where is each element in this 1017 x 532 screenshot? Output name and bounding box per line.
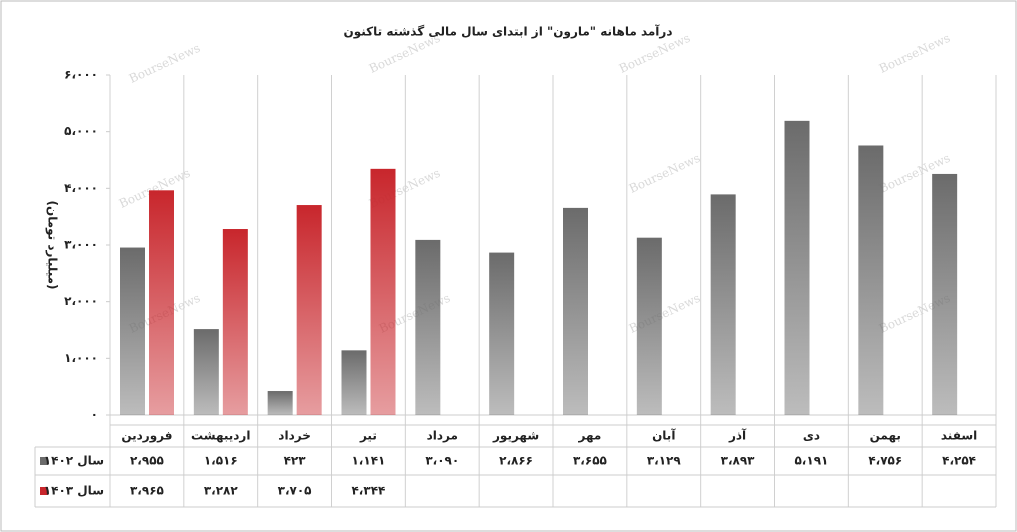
- bar: [370, 168, 396, 415]
- bar: [858, 145, 884, 415]
- value-label: ۳،۲۸۲: [204, 484, 239, 498]
- x-tick-label: آذر: [728, 428, 747, 443]
- value-label: ۴۲۳: [284, 454, 307, 468]
- y-tick-label: ۳،۰۰۰: [64, 238, 98, 252]
- x-tick-label: مهر: [578, 429, 602, 443]
- bar: [296, 205, 322, 415]
- x-tick-label: مرداد: [427, 429, 458, 443]
- x-tick-label: اسفند: [941, 429, 977, 443]
- value-label: ۲،۹۵۵: [130, 454, 164, 468]
- bar: [784, 120, 810, 416]
- value-label: ۳،۹۶۵: [130, 484, 164, 498]
- legend-swatch: [40, 457, 48, 465]
- y-tick-label: ۲،۰۰۰: [64, 294, 98, 308]
- bar: [341, 350, 367, 415]
- value-label: ۴،۷۵۶: [868, 454, 902, 468]
- value-label: ۳،۰۹۰: [425, 454, 459, 468]
- value-label: ۱،۱۴۱: [351, 454, 385, 468]
- x-tick-label: فروردین: [121, 429, 172, 444]
- y-axis-label: (میلیارد تومان): [45, 200, 60, 289]
- chart-title: درآمد ماهانه "مارون" از ابتدای سال مالی …: [344, 24, 673, 40]
- x-tick-label: شهریور: [492, 429, 539, 444]
- x-tick-label: خرداد: [278, 429, 311, 443]
- bar: [193, 329, 219, 415]
- value-label: ۳،۷۰۵: [278, 484, 312, 498]
- bar: [563, 207, 588, 415]
- bar: [415, 239, 441, 415]
- x-tick-label: آبان: [652, 428, 676, 443]
- value-label: ۳،۱۲۹: [647, 454, 682, 468]
- x-tick-label: بهمن: [870, 429, 901, 443]
- bar: [267, 391, 293, 415]
- y-tick-label: ۴،۰۰۰: [64, 181, 98, 195]
- legend-swatch: [40, 487, 48, 495]
- legend-label: سال ۱۴۰۲: [44, 454, 104, 468]
- y-tick-label: ۱،۰۰۰: [64, 351, 98, 365]
- x-tick-label: دی: [803, 429, 820, 443]
- bar: [932, 173, 958, 415]
- y-tick-label: ۵،۰۰۰: [64, 124, 98, 138]
- value-label: ۴،۲۵۴: [942, 454, 976, 468]
- value-label: ۴،۳۴۴: [351, 484, 385, 498]
- x-tick-label: اردیبهشت: [191, 429, 250, 443]
- value-label: ۳،۸۹۳: [721, 454, 756, 468]
- legend-label: سال ۱۴۰۳: [44, 484, 104, 498]
- bar: [489, 252, 515, 415]
- value-label: ۱،۵۱۶: [204, 454, 238, 468]
- value-label: ۵،۱۹۱: [794, 454, 828, 468]
- y-tick-label: ۰: [91, 408, 98, 422]
- value-label: ۳،۶۵۵: [573, 454, 607, 468]
- y-tick-label: ۶،۰۰۰: [64, 68, 98, 82]
- bar: [149, 190, 174, 415]
- bar: [710, 194, 736, 415]
- bar: [222, 229, 248, 415]
- bar: [636, 237, 662, 415]
- x-tick-label: تیر: [359, 429, 377, 443]
- bar: [120, 247, 145, 415]
- value-label: ۲،۸۶۶: [499, 454, 533, 468]
